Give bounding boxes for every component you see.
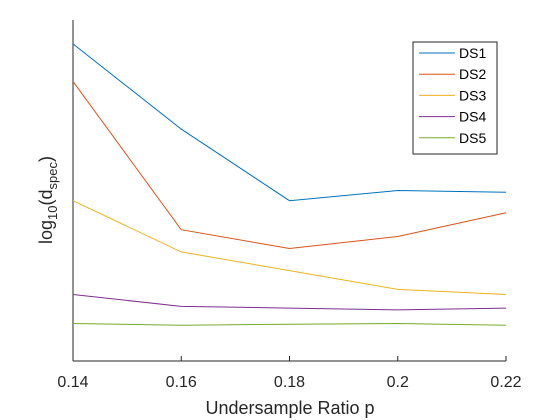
legend-label-ds3: DS3 xyxy=(459,87,486,103)
series-line-ds1 xyxy=(72,43,507,202)
series-line-ds2 xyxy=(72,81,507,250)
series-line-ds5 xyxy=(72,322,507,326)
x-tick-label: 0.14 xyxy=(57,374,88,391)
series-lines xyxy=(72,43,507,326)
series-line-ds4 xyxy=(72,294,507,311)
x-tick-label: 0.22 xyxy=(490,374,521,391)
x-tick-label: 0.18 xyxy=(274,374,305,391)
x-axis-title: Undersample Ratio p xyxy=(205,398,374,418)
x-axis-ticks: 0.14 0.16 0.18 0.2 0.22 xyxy=(57,356,522,391)
legend: DS1 DS2 DS3 DS4 DS5 xyxy=(412,41,498,155)
legend-label-ds1: DS1 xyxy=(459,45,486,61)
legend-label-ds5: DS5 xyxy=(459,130,486,146)
series-line-ds3 xyxy=(72,200,507,295)
legend-label-ds2: DS2 xyxy=(459,66,486,82)
legend-label-ds4: DS4 xyxy=(459,109,486,125)
x-tick-label: 0.2 xyxy=(387,374,409,391)
y-axis-title: log10(dspec) xyxy=(36,156,60,244)
x-tick-label: 0.16 xyxy=(166,374,197,391)
legend-box xyxy=(412,41,498,155)
